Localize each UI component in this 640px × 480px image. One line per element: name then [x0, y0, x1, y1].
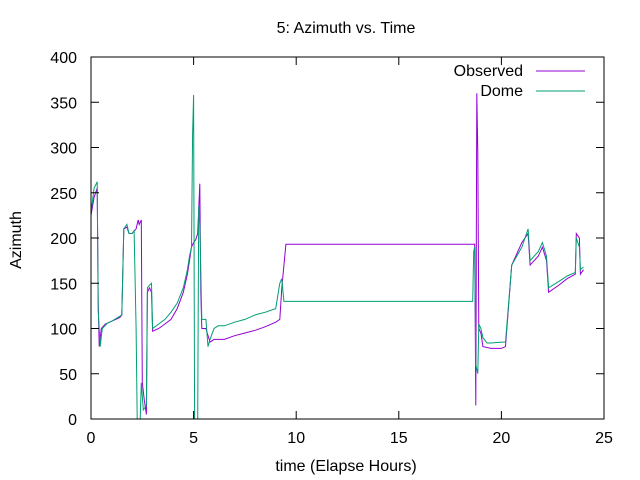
plot-frame [90, 56, 605, 420]
series-layer [90, 93, 584, 420]
x-tick-label: 15 [390, 430, 408, 447]
y-tick-label: 200 [50, 231, 77, 248]
x-tick-label: 25 [595, 430, 613, 447]
y-tick-label: 150 [50, 276, 77, 293]
legend-label-dome: Dome [480, 83, 523, 100]
y-tick-label: 100 [50, 322, 77, 339]
x-tick-label: 10 [287, 430, 305, 447]
y-tick-label: 300 [50, 141, 77, 158]
y-axis-label: Azimuth [8, 211, 25, 269]
y-tick-label: 400 [50, 50, 77, 67]
chart-title: 5: Azimuth vs. Time [277, 20, 416, 37]
x-axis-label: time (Elapse Hours) [275, 458, 416, 475]
series-line-dome [90, 94, 584, 420]
legend-label-observed: Observed [454, 63, 523, 80]
legend: Observed Dome [454, 63, 585, 100]
x-tick-label: 5 [189, 430, 198, 447]
y-tick-label: 50 [59, 367, 77, 384]
x-tick-label: 20 [493, 430, 511, 447]
y-tick-label: 350 [50, 95, 77, 112]
y-tick-label: 0 [68, 412, 77, 429]
x-tick-label: 0 [87, 430, 96, 447]
series-line-observed [90, 93, 584, 415]
y-tick-label: 250 [50, 186, 77, 203]
